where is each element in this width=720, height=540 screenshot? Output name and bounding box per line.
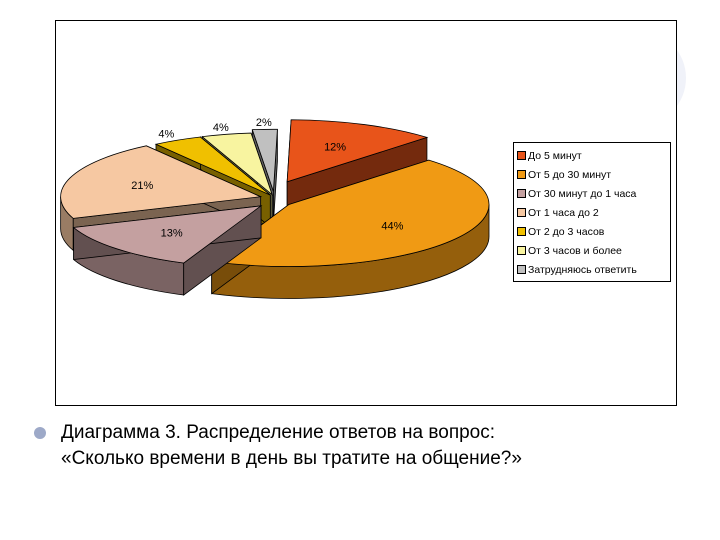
legend-item-0: До 5 минут xyxy=(517,146,668,165)
legend-swatch-2 xyxy=(517,189,526,198)
legend-swatch-3 xyxy=(517,208,526,217)
legend-item-5: От 3 часов и более xyxy=(517,241,668,260)
caption-line-2: «Сколько времени в день вы тратите на об… xyxy=(61,448,522,469)
legend-item-3: От 1 часа до 2 xyxy=(517,203,668,222)
legend-label-2: От 30 минут до 1 часа xyxy=(528,187,637,200)
legend-label-3: От 1 часа до 2 xyxy=(528,206,599,219)
slice-label-1: 44% xyxy=(381,221,403,233)
legend-label-1: От 5 до 30 минут xyxy=(528,168,612,181)
legend-label-4: От 2 до 3 часов xyxy=(528,225,605,238)
pie-slice-1 xyxy=(210,159,490,299)
pie-slice-2 xyxy=(72,205,263,296)
legend-swatch-5 xyxy=(517,246,526,255)
legend-label-6: Затрудняюсь ответить xyxy=(528,263,637,276)
legend-swatch-6 xyxy=(517,265,526,274)
legend-item-2: От 30 минут до 1 часа xyxy=(517,184,668,203)
chart-legend: До 5 минут От 5 до 30 минут От 30 минут до… xyxy=(513,142,671,282)
legend-label-0: До 5 минут xyxy=(528,149,582,162)
legend-item-1: От 5 до 30 минут xyxy=(517,165,668,184)
legend-label-5: От 3 часов и более xyxy=(528,244,622,257)
chart-frame: 12% 44% 13% 21% 4% 4% 2% До 5 минут От 5 до 30 … xyxy=(55,20,677,406)
slice-label-3: 21% xyxy=(131,180,153,192)
slice-label-6: 2% xyxy=(256,117,272,129)
slice-label-4: 4% xyxy=(158,129,174,141)
legend-swatch-1 xyxy=(517,170,526,179)
slice-label-0: 12% xyxy=(324,141,346,153)
legend-item-6: Затрудняюсь ответить xyxy=(517,260,668,279)
slice-label-5: 4% xyxy=(213,122,229,134)
slice-label-2: 13% xyxy=(161,227,183,239)
bullet-icon xyxy=(34,427,46,439)
caption-text: Диаграмма 3. Распределение ответов на во… xyxy=(61,420,681,472)
legend-swatch-0 xyxy=(517,151,526,160)
pie-chart: 12% 44% 13% 21% 4% 4% 2% xyxy=(60,117,490,299)
caption-line-1: Диаграмма 3. Распределение ответов на во… xyxy=(61,422,496,443)
legend-swatch-4 xyxy=(517,227,526,236)
legend-item-4: От 2 до 3 часов xyxy=(517,222,668,241)
